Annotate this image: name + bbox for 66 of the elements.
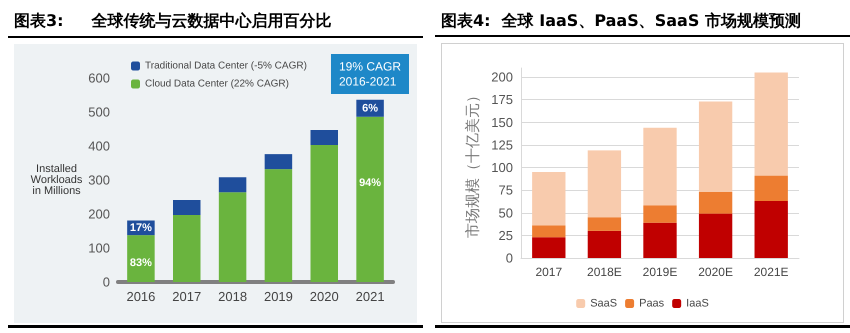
- y-tick-label: 100: [491, 160, 513, 176]
- annotation: 83%: [130, 257, 152, 270]
- bar: [588, 230, 622, 258]
- x-tick-label: 2020: [310, 289, 339, 304]
- bar: [532, 237, 566, 258]
- bar: [643, 222, 677, 258]
- bar: [698, 214, 732, 258]
- x-tick-label: 2019E: [642, 265, 678, 279]
- y-tick-label: 0: [102, 274, 110, 290]
- bar: [310, 144, 338, 282]
- bar: [588, 217, 622, 231]
- y-tick-label: 600: [88, 70, 110, 86]
- bar: [310, 130, 338, 145]
- x-tick-label: 2016: [126, 289, 156, 304]
- bar: [218, 192, 246, 282]
- x-tick-label: 2018E: [587, 265, 622, 279]
- bar: [754, 72, 788, 176]
- x-tick-label: 2017: [172, 289, 202, 304]
- bar: [643, 128, 677, 206]
- y-tick-label: 400: [88, 138, 110, 154]
- y-axis-title: Installed Workloads in Millions: [30, 163, 83, 197]
- bar: [532, 225, 566, 238]
- legend-label: Cloud Data Center (22% CAGR): [145, 78, 289, 90]
- annotation: 94%: [359, 176, 382, 189]
- chart-title: 图表3: 全球传统与云数据中心启用百分比: [8, 8, 423, 38]
- x-tick-label: 2018: [218, 289, 248, 304]
- bar: [532, 172, 566, 226]
- bar: [356, 116, 384, 282]
- y-tick-label: 75: [498, 182, 513, 198]
- legend-label: Paas: [639, 298, 665, 310]
- x-tick-label: 2021E: [754, 265, 789, 279]
- bar: [173, 215, 200, 282]
- y-tick-label: 175: [491, 92, 513, 108]
- y-tick-label: 200: [88, 206, 110, 222]
- bar: [264, 169, 292, 282]
- bar: [643, 206, 677, 223]
- y-axis-title: 市场规模（十亿美元）: [464, 88, 482, 238]
- y-tick-label: 100: [88, 240, 110, 256]
- annotation: 17%: [130, 222, 152, 234]
- bar: [173, 200, 200, 216]
- x-tick-label: 2020E: [698, 265, 733, 279]
- legend-label: IaaS: [686, 298, 709, 310]
- x-tick-label: 2017: [535, 265, 562, 279]
- y-tick-label: 200: [491, 70, 513, 85]
- x-tick-label: 2021: [356, 289, 385, 304]
- y-tick-label: 25: [498, 228, 513, 243]
- y-tick-label: 150: [491, 114, 513, 130]
- y-tick-label: 300: [88, 172, 110, 188]
- annotation: 19% CAGR 2016-2021: [338, 60, 402, 88]
- bar: [127, 235, 155, 282]
- bar: [754, 176, 788, 201]
- y-tick-label: 125: [491, 137, 513, 152]
- y-tick-label: 500: [88, 104, 110, 120]
- bar: [754, 201, 788, 258]
- annotation: 6%: [362, 102, 378, 114]
- legend-label: Traditional Data Center (-5% CAGR): [145, 60, 307, 72]
- legend-label: SaaS: [590, 298, 618, 310]
- bar: [698, 192, 732, 214]
- bar: [264, 154, 292, 170]
- bar: [218, 177, 246, 192]
- y-tick-label: 50: [498, 205, 513, 220]
- chart-title: 图表4: 全球 IaaS、PaaS、SaaS 市场规模预测: [435, 8, 850, 37]
- bar: [588, 150, 622, 218]
- x-tick-label: 2019: [264, 289, 293, 304]
- y-tick-label: 0: [506, 250, 513, 266]
- bar: [698, 101, 732, 192]
